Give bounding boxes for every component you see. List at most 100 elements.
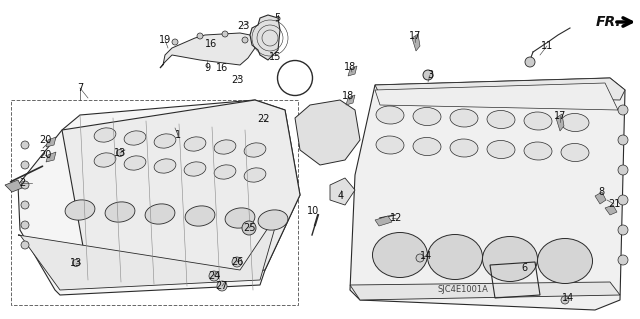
Text: 9: 9 xyxy=(204,63,210,73)
Ellipse shape xyxy=(483,236,538,281)
Text: 20: 20 xyxy=(39,150,51,160)
Text: 23: 23 xyxy=(231,75,243,85)
Ellipse shape xyxy=(225,208,255,228)
Circle shape xyxy=(172,39,178,45)
Text: 1: 1 xyxy=(175,130,181,140)
Ellipse shape xyxy=(124,156,146,170)
Text: 24: 24 xyxy=(208,271,220,281)
Circle shape xyxy=(416,254,424,262)
Text: 4: 4 xyxy=(338,191,344,201)
Ellipse shape xyxy=(184,162,206,176)
Ellipse shape xyxy=(413,108,441,125)
Text: 13: 13 xyxy=(114,148,126,158)
Circle shape xyxy=(21,141,29,149)
Text: 5: 5 xyxy=(274,13,280,23)
Text: 27: 27 xyxy=(216,281,228,291)
Circle shape xyxy=(242,37,248,43)
Circle shape xyxy=(618,255,628,265)
Ellipse shape xyxy=(258,210,288,230)
Text: 15: 15 xyxy=(269,52,281,62)
Text: 20: 20 xyxy=(39,135,51,145)
Ellipse shape xyxy=(450,139,478,157)
Circle shape xyxy=(232,257,242,267)
Text: 16: 16 xyxy=(216,63,228,73)
Text: 8: 8 xyxy=(598,187,604,197)
Text: 14: 14 xyxy=(420,251,432,261)
Ellipse shape xyxy=(561,144,589,161)
Text: 6: 6 xyxy=(521,263,527,273)
Text: 18: 18 xyxy=(344,62,356,72)
Circle shape xyxy=(561,296,569,304)
Polygon shape xyxy=(346,95,355,105)
Text: 10: 10 xyxy=(307,206,319,216)
Polygon shape xyxy=(556,114,564,131)
Text: 17: 17 xyxy=(554,111,566,121)
Text: 25: 25 xyxy=(243,223,255,233)
Circle shape xyxy=(222,31,228,37)
Polygon shape xyxy=(46,152,56,162)
Text: 7: 7 xyxy=(77,83,83,93)
Circle shape xyxy=(21,161,29,169)
Circle shape xyxy=(21,241,29,249)
Text: 19: 19 xyxy=(159,35,171,45)
Ellipse shape xyxy=(561,114,589,131)
Ellipse shape xyxy=(376,106,404,124)
Text: 17: 17 xyxy=(409,31,421,41)
Ellipse shape xyxy=(244,143,266,157)
Text: 16: 16 xyxy=(205,39,217,49)
Circle shape xyxy=(618,225,628,235)
Polygon shape xyxy=(375,216,392,226)
Text: 18: 18 xyxy=(342,91,354,101)
Circle shape xyxy=(21,201,29,209)
Polygon shape xyxy=(46,137,56,147)
Ellipse shape xyxy=(185,206,215,226)
Polygon shape xyxy=(605,205,617,215)
Text: 12: 12 xyxy=(390,213,402,223)
Ellipse shape xyxy=(244,168,266,182)
Polygon shape xyxy=(350,282,620,300)
Polygon shape xyxy=(412,34,420,51)
Polygon shape xyxy=(18,210,280,290)
Circle shape xyxy=(618,195,628,205)
Circle shape xyxy=(72,259,79,266)
Circle shape xyxy=(217,281,227,291)
Ellipse shape xyxy=(413,137,441,155)
Ellipse shape xyxy=(376,136,404,154)
Circle shape xyxy=(242,221,256,235)
Ellipse shape xyxy=(145,204,175,224)
Text: 21: 21 xyxy=(608,199,620,209)
Ellipse shape xyxy=(154,134,176,148)
Ellipse shape xyxy=(487,140,515,159)
Polygon shape xyxy=(62,100,300,285)
Ellipse shape xyxy=(184,137,206,151)
Circle shape xyxy=(618,135,628,145)
Text: SJC4E1001A: SJC4E1001A xyxy=(437,285,488,294)
Text: 13: 13 xyxy=(70,258,82,268)
Text: 3: 3 xyxy=(427,70,433,80)
Ellipse shape xyxy=(428,234,483,279)
Polygon shape xyxy=(375,78,625,100)
Text: 23: 23 xyxy=(237,21,249,31)
Ellipse shape xyxy=(105,202,135,222)
Text: 14: 14 xyxy=(562,293,574,303)
Circle shape xyxy=(209,271,219,281)
Circle shape xyxy=(423,70,433,80)
Ellipse shape xyxy=(524,142,552,160)
Text: 26: 26 xyxy=(231,257,243,267)
Ellipse shape xyxy=(154,159,176,173)
Ellipse shape xyxy=(65,200,95,220)
Ellipse shape xyxy=(214,165,236,179)
Ellipse shape xyxy=(450,109,478,127)
Ellipse shape xyxy=(372,233,428,278)
Circle shape xyxy=(21,181,29,189)
Polygon shape xyxy=(330,178,355,205)
Text: FR.: FR. xyxy=(596,15,621,29)
Circle shape xyxy=(197,33,203,39)
Text: 11: 11 xyxy=(541,41,553,51)
Circle shape xyxy=(618,165,628,175)
Circle shape xyxy=(21,221,29,229)
Ellipse shape xyxy=(524,112,552,130)
Ellipse shape xyxy=(94,153,116,167)
Text: 2: 2 xyxy=(19,178,25,188)
Polygon shape xyxy=(18,100,300,295)
